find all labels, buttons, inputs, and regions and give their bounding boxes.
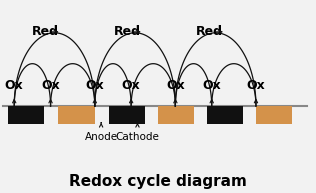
- Text: Ox: Ox: [202, 79, 221, 92]
- Text: Ox: Ox: [122, 79, 141, 92]
- Bar: [158, 106, 194, 124]
- Text: Ox: Ox: [85, 79, 104, 92]
- Bar: [207, 106, 243, 124]
- Bar: [256, 106, 292, 124]
- Text: Red: Red: [32, 25, 58, 38]
- Text: Ox: Ox: [5, 79, 24, 92]
- Text: Red: Red: [196, 25, 223, 38]
- Text: Ox: Ox: [41, 79, 60, 92]
- Text: Ox: Ox: [246, 79, 265, 92]
- Text: Ox: Ox: [166, 79, 185, 92]
- Text: Cathode: Cathode: [116, 132, 159, 142]
- Bar: [58, 106, 95, 124]
- Bar: [109, 106, 145, 124]
- Text: Red: Red: [114, 25, 141, 38]
- Text: Redox cycle diagram: Redox cycle diagram: [69, 174, 247, 189]
- Bar: [8, 106, 44, 124]
- Text: Anode: Anode: [85, 132, 118, 142]
